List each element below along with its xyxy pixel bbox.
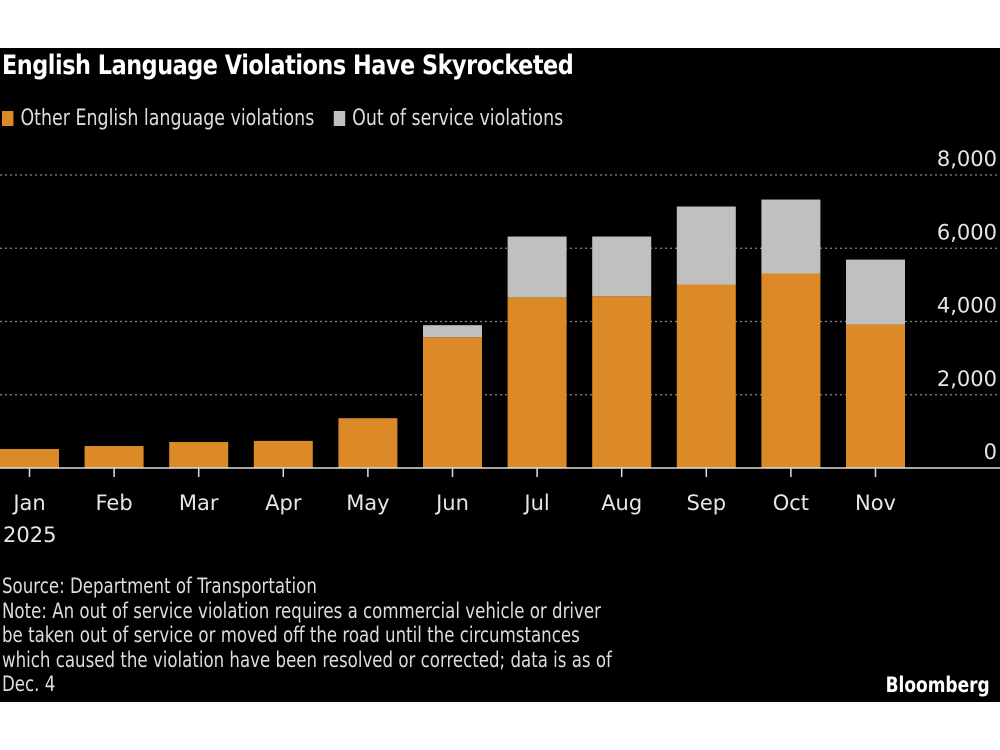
bar-other-jul [507,297,567,468]
x-tick-label: Sep [687,491,727,515]
bar-out-of-service-jul [507,236,567,298]
x-tick-label: Feb [96,491,133,515]
y-tick-label: 4,000 [937,294,997,318]
bar-other-jan [0,448,59,468]
bar-out-of-service-nov [846,259,905,325]
footnotes: Source: Department of Transportation Not… [2,574,612,697]
y-tick-label: 2,000 [937,367,997,391]
bar-other-nov [846,324,905,468]
x-tick-label: Apr [265,491,302,515]
legend-label: Out of service violations [352,106,564,131]
bar-out-of-service-aug [592,236,652,297]
bar-other-jun [423,337,482,468]
legend-swatch-gray [333,111,346,126]
legend: Other English language violations Out of… [2,106,583,131]
bar-other-may [338,418,398,468]
bar-other-sep [676,284,736,468]
bloomberg-logo: Bloomberg [885,673,990,697]
x-tick-label: May [346,491,389,515]
note-line: which caused the violation have been res… [2,647,612,672]
y-tick-label: 6,000 [937,220,997,244]
note-line: be taken out of service or moved off the… [2,623,580,647]
chart-plot: 0 2,000 4,000 6,000 8,000 Jan Feb Mar Apr May Jun J… [0,148,1000,547]
bar-other-mar [169,441,229,468]
x-tick-label: Jan [11,491,45,515]
x-tick-label: Jun [434,491,469,515]
x-tick-label: Jul [522,491,549,515]
source-text: Source: Department of Transportation [2,574,317,598]
note-line: Dec. 4 [2,672,56,696]
x-tick-label: Aug [601,491,642,515]
chart-panel: English Language Violations Have Skyrock… [0,48,1000,702]
y-tick-label: 8,000 [937,148,997,171]
bar-other-oct [761,273,821,468]
bar-out-of-service-jun [423,325,482,338]
y-tick-label: 0 [984,440,997,464]
chart-title: English Language Violations Have Skyrock… [2,50,574,81]
x-tick-label: Mar [179,491,219,515]
legend-item-out-of-service: Out of service violations [333,106,564,131]
bar-other-apr [253,440,313,468]
bar-out-of-service-sep [676,206,736,285]
legend-swatch-orange [2,111,14,126]
x-year-label: 2025 [3,523,56,547]
legend-label: Other English language violations [20,106,315,131]
x-tick-label: Nov [855,491,896,515]
legend-item-other: Other English language violations [2,106,314,131]
bar-out-of-service-oct [761,199,821,274]
note-line: Note: An out of service violation requir… [2,598,601,623]
x-tick-label: Oct [773,491,809,515]
bar-other-feb [84,446,144,468]
bar-other-aug [592,296,652,468]
